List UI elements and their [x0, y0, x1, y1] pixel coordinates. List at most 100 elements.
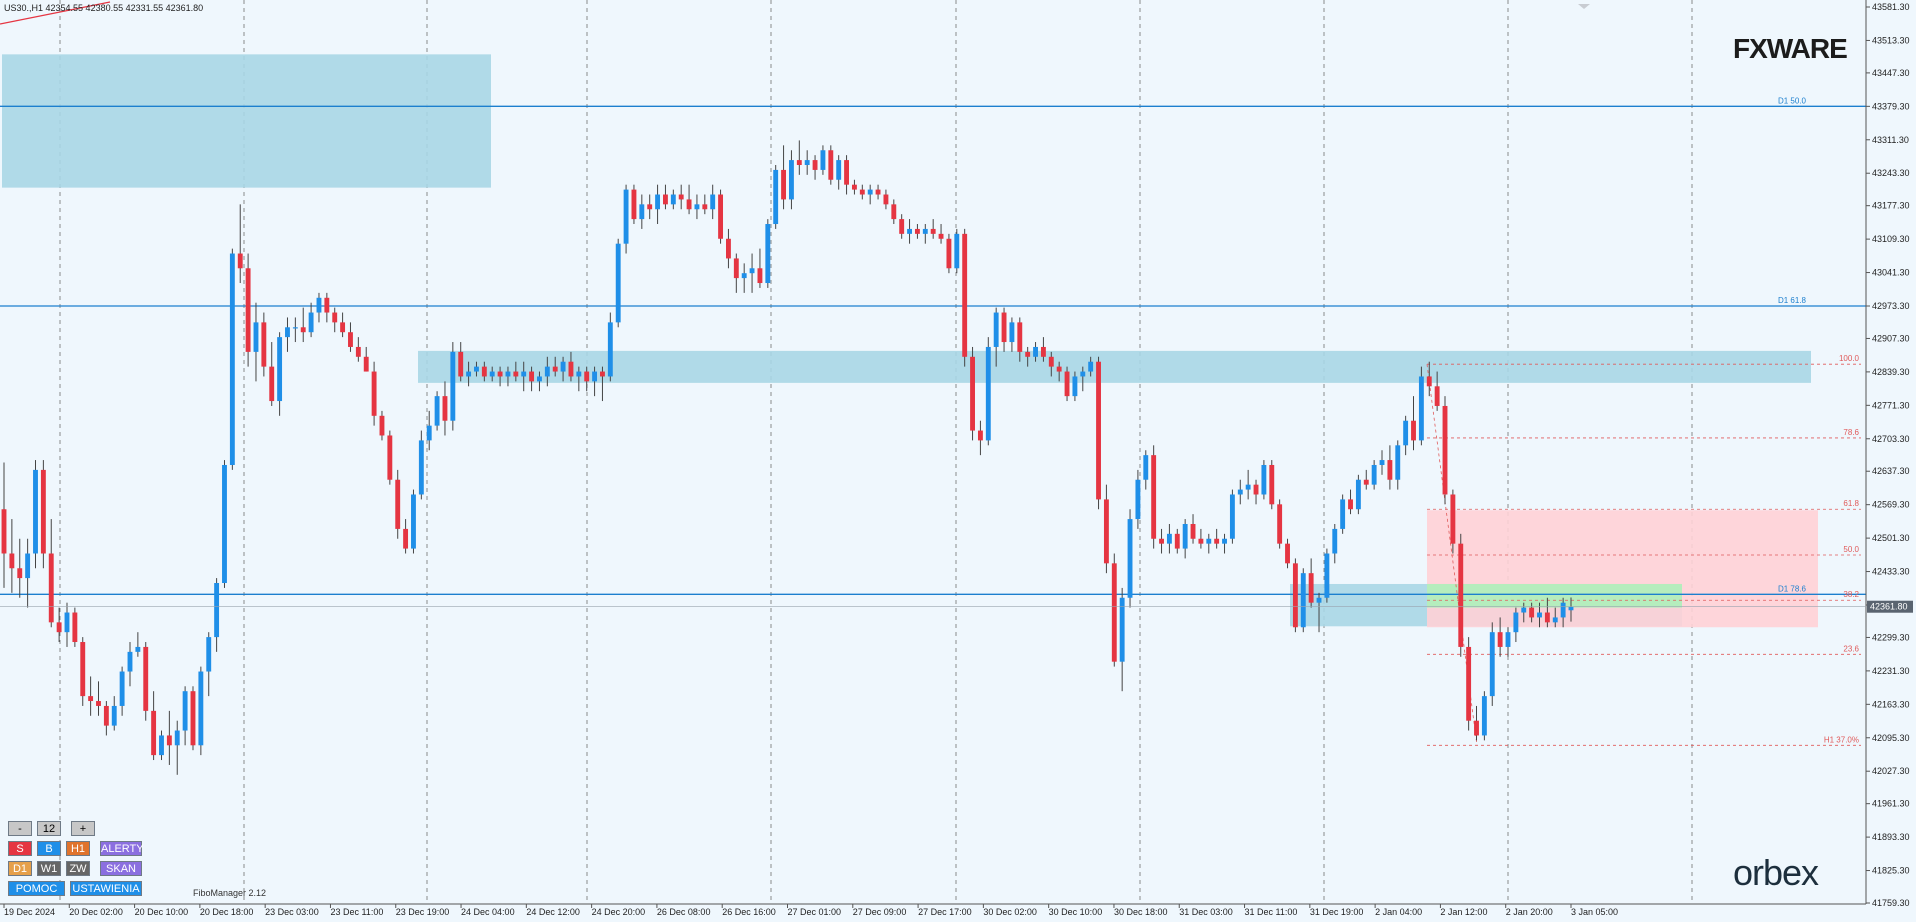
candle-body	[1403, 420, 1409, 446]
candle-body	[371, 371, 377, 416]
candle-body	[560, 361, 566, 372]
price-tick-label: 42569.30	[1872, 500, 1910, 510]
orbex-logo: orbex	[1733, 852, 1819, 893]
candle-body	[222, 464, 227, 584]
candle-body	[300, 327, 306, 333]
price-tick-label: 42703.30	[1872, 434, 1910, 444]
candle-body	[1245, 484, 1251, 490]
candle-body	[1489, 632, 1495, 697]
candle-body	[308, 312, 314, 333]
candle-body	[1560, 602, 1566, 618]
alerts-button[interactable]: ALERTY	[100, 841, 144, 856]
price-tick-label: 43109.30	[1872, 234, 1910, 244]
candle-body	[828, 150, 834, 180]
candle-body	[812, 160, 818, 170]
candle-body	[198, 671, 204, 746]
candle-body	[1269, 464, 1275, 505]
time-tick-label: 27 Dec 01:00	[788, 907, 842, 917]
candle-body	[182, 691, 188, 731]
candle-body	[1, 509, 7, 554]
timeframe-h1-button[interactable]: H1	[66, 841, 90, 856]
candle-body	[962, 233, 968, 357]
buy-button[interactable]: B	[37, 841, 61, 856]
candle-body	[1119, 597, 1125, 662]
candle-body	[1009, 322, 1015, 343]
candle-body	[607, 322, 613, 377]
candle-body	[1166, 533, 1172, 544]
zone-green	[1427, 583, 1682, 608]
minus-button[interactable]: -	[8, 821, 32, 836]
candle-body	[1537, 612, 1542, 618]
candle-body	[64, 612, 70, 633]
candle-body	[1222, 538, 1227, 544]
candle-body	[899, 219, 905, 234]
candle-body	[537, 376, 542, 382]
candle-body	[497, 371, 503, 377]
settings-button[interactable]: USTAWIENIA	[70, 881, 142, 896]
time-tick-label: 3 Jan 05:00	[1571, 907, 1618, 917]
time-tick-label: 27 Dec 17:00	[918, 907, 972, 917]
current-price-box	[1867, 600, 1913, 613]
candle-body	[788, 160, 794, 200]
candle-body	[883, 194, 889, 205]
period-input[interactable]: 12	[37, 821, 61, 836]
candles	[1, 140, 1574, 775]
candle-body	[851, 184, 857, 190]
candle-body	[796, 160, 802, 166]
candle-body	[1285, 543, 1290, 564]
timeframe-d1-button[interactable]: D1	[8, 861, 32, 876]
candle-body	[245, 268, 251, 352]
zw-button[interactable]: ZW	[66, 861, 90, 876]
candle-body	[1371, 464, 1377, 485]
timeframe-w1-button[interactable]: W1	[37, 861, 61, 876]
time-tick-label: 24 Dec 20:00	[592, 907, 646, 917]
candle-body	[1332, 528, 1338, 554]
candle-body	[426, 425, 432, 441]
candle-body	[954, 233, 960, 269]
candle-body	[332, 312, 338, 323]
candle-body	[1458, 543, 1464, 647]
price-tick-label: 41893.30	[1872, 832, 1910, 842]
candle-body	[891, 204, 897, 220]
top-triangle-icon	[1578, 4, 1590, 9]
price-tick-label: 43177.30	[1872, 201, 1910, 211]
candle-body	[1198, 538, 1204, 544]
candle-body	[1064, 371, 1070, 397]
candle-body	[253, 322, 259, 352]
current-price-label: 42361.80	[1870, 602, 1908, 612]
time-tick-label: 26 Dec 16:00	[722, 907, 776, 917]
candle-body	[930, 228, 936, 234]
candle-body	[1151, 455, 1157, 539]
help-button[interactable]: POMOC	[8, 881, 65, 896]
time-tick-label: 27 Dec 09:00	[853, 907, 907, 917]
fib-label: 50.0	[1843, 545, 1859, 554]
price-tick-label: 41961.30	[1872, 799, 1910, 809]
time-tick-label: 31 Dec 11:00	[1245, 907, 1298, 917]
candle-body	[568, 361, 574, 377]
candle-body	[1474, 720, 1479, 736]
candle-body	[623, 189, 629, 244]
candle-body	[277, 337, 283, 402]
candle-body	[836, 160, 842, 180]
candle-body	[1481, 696, 1487, 736]
candle-body	[844, 160, 849, 185]
plus-button[interactable]: +	[71, 821, 95, 836]
candle-body	[458, 351, 464, 377]
time-tick-label: 23 Dec 03:00	[265, 907, 319, 917]
candle-body	[72, 612, 78, 643]
candle-body	[1387, 460, 1393, 480]
sell-button[interactable]: S	[8, 841, 32, 856]
candle-body	[663, 194, 668, 205]
trend-line	[0, 1, 111, 25]
candle-body	[1355, 479, 1361, 510]
candle-body	[513, 371, 519, 377]
time-tick-label: 30 Dec 18:00	[1114, 907, 1168, 917]
time-tick-label: 23 Dec 19:00	[396, 907, 450, 917]
candle-body	[324, 297, 330, 313]
candle-body	[977, 430, 983, 441]
candle-body	[1442, 405, 1448, 495]
candle-body	[1040, 346, 1046, 357]
level-label: D1 50.0	[1778, 96, 1807, 105]
scan-button[interactable]: SKAN	[100, 861, 142, 876]
